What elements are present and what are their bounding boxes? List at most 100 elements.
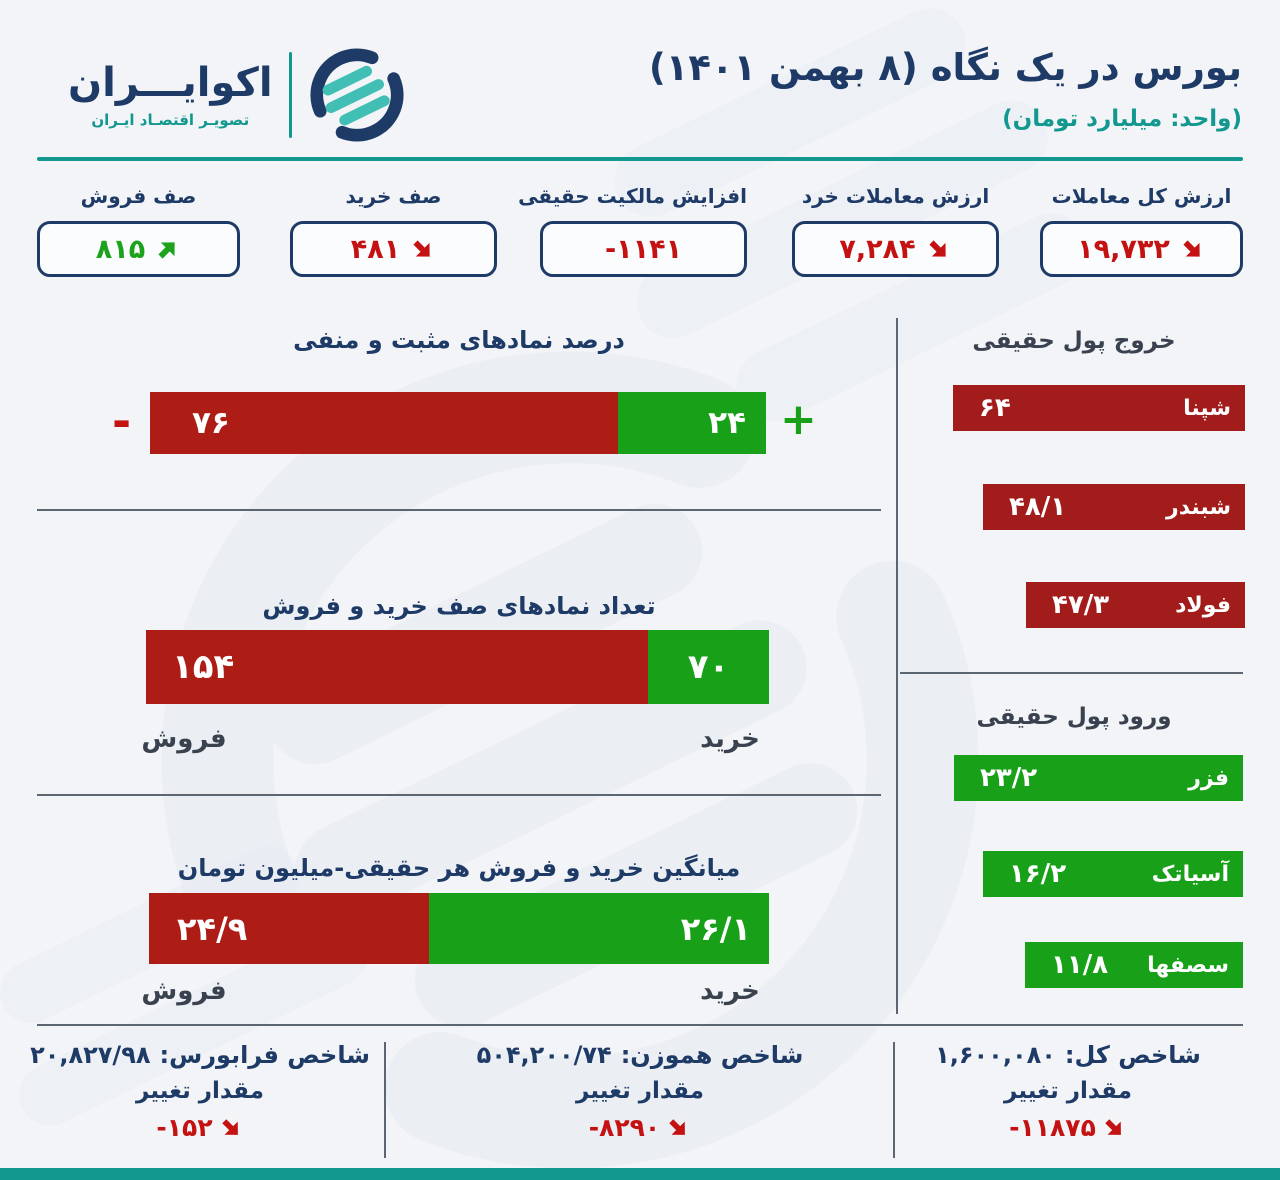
change-value-row: -۸۲۹۰ — [589, 1113, 691, 1142]
sell-queue-bar-segment: ۱۵۴ — [146, 630, 649, 704]
stat-card-real-ownership-increase: افزایش مالکیت حقیقی -۱۱۴۱ — [518, 184, 747, 277]
avg-buy-bar-segment: ۲۶/۱ — [429, 893, 769, 964]
queue-counts-bar: ۱۵۴ ۷۰ — [146, 630, 769, 704]
inflow-bar-asiatek: آسیاتک ۱۶/۲ — [983, 851, 1243, 897]
index-value: ۵۰۴,۲۰۰/۷۴ — [476, 1041, 612, 1069]
avg-sell-bar-segment: ۲۴/۹ — [149, 893, 430, 964]
stat-value: -۱۱۴۱ — [604, 233, 683, 265]
footer-bar — [0, 1168, 1280, 1180]
stat-value: ۱۹,۷۳۲ — [1077, 233, 1170, 265]
sell-queue-count: ۱۵۴ — [172, 647, 235, 687]
ticker-name: فزر — [1188, 765, 1229, 791]
stat-label: صف فروش — [80, 184, 197, 208]
stat-label: افزایش مالکیت حقیقی — [518, 184, 747, 208]
percent-symbols-bar: ۷۶ ۲۴ — [150, 392, 766, 454]
footer-divider — [37, 1024, 1243, 1026]
change-label: مقدار تغییر — [136, 1078, 264, 1104]
outflow-bar-foolad: فولاد ۴۷/۳ — [1026, 582, 1245, 628]
sell-axis-label: فروش — [141, 724, 227, 754]
ticker-name: شبندر — [1166, 494, 1231, 520]
index-divider-right — [893, 1042, 895, 1158]
buy-queue-bar-segment: ۷۰ — [648, 630, 769, 704]
avg-sell-value: ۲۴/۹ — [177, 909, 248, 948]
ticker-value: ۶۴ — [979, 393, 1011, 423]
buy-axis-label: خرید — [700, 976, 760, 1006]
trend-down-icon — [1183, 239, 1200, 257]
inflow-title: ورود پول حقیقی — [976, 704, 1172, 730]
stat-value: ۷,۲۸۴ — [839, 233, 916, 265]
negative-share-value: ۷۶ — [192, 405, 230, 441]
buy-queue-count: ۷۰ — [687, 647, 730, 687]
plus-sign: + — [780, 394, 817, 445]
ticker-name: شپنا — [1183, 395, 1231, 421]
header-rule — [37, 157, 1243, 161]
change-value-row: -۱۱۸۷۵ — [1009, 1113, 1127, 1142]
chart-title-queue-counts: تعداد نمادهای صف خرید و فروش — [262, 592, 656, 620]
ticker-value: ۴۷/۳ — [1052, 590, 1110, 620]
index-title: شاخص کل: ۱,۶۰۰,۰۸۰ — [935, 1041, 1201, 1069]
stat-label: ارزش کل معاملات — [1051, 184, 1232, 208]
ticker-name: آسیاتک — [1151, 861, 1229, 887]
column-divider — [896, 318, 898, 1014]
stat-value-box: ۸۱۵ — [37, 221, 240, 277]
chart-title-average-per-person: میانگین خرید و فروش هر حقیقی-میلیون توما… — [177, 854, 741, 882]
stat-card-buy-queue: صف خرید ۴۸۱ — [290, 184, 497, 277]
brand-name: اکوایـــران — [68, 59, 273, 106]
change-value: -۱۱۸۷۵ — [1009, 1113, 1096, 1142]
brand-text: اکوایـــران تصویـر اقتصـاد ایـران — [68, 62, 273, 129]
sell-axis-label: فروش — [141, 976, 227, 1006]
stat-value: ۴۸۱ — [350, 233, 401, 265]
ticker-name: فولاد — [1175, 592, 1231, 618]
trend-up-icon — [158, 241, 175, 259]
change-label: مقدار تغییر — [576, 1078, 704, 1104]
index-label: شاخص هموزن: — [620, 1041, 804, 1069]
flow-divider — [900, 672, 1243, 674]
index-block-equal-weight: شاخص هموزن: ۵۰۴,۲۰۰/۷۴ مقدار تغییر -۸۲۹۰ — [400, 1041, 880, 1142]
outflow-bar-shabandar: شبندر ۴۸/۱ — [983, 484, 1245, 530]
positive-share-value: ۲۴ — [708, 405, 746, 441]
trend-down-icon — [929, 239, 946, 257]
stat-card-total-trades-value: ارزش کل معاملات ۱۹,۷۳۲ — [1040, 184, 1243, 277]
inflow-bar-sesfaha: سصفها ۱۱/۸ — [1025, 942, 1243, 988]
ecoiran-logo-icon — [308, 46, 406, 144]
positive-share-bar-segment: ۲۴ — [618, 392, 766, 454]
section-divider-1 — [37, 509, 881, 511]
section-divider-2 — [37, 794, 881, 796]
minus-sign: - — [112, 394, 132, 448]
brand-divider — [288, 52, 292, 138]
ticker-value: ۱۱/۸ — [1051, 950, 1109, 980]
chart-title-percent-symbols: درصد نمادهای مثبت و منفی — [293, 326, 625, 354]
stat-card-sell-queue: صف فروش ۸۱۵ — [37, 184, 240, 277]
outflow-title: خروج پول حقیقی — [972, 328, 1176, 354]
stat-label: ارزش معاملات خرد — [801, 184, 990, 208]
ticker-value: ۲۳/۲ — [980, 763, 1038, 793]
brand-logo: اکوایـــران تصویـر اقتصـاد ایـران — [68, 46, 406, 144]
trend-down-icon — [413, 239, 430, 257]
brand-tagline: تصویـر اقتصـاد ایـران — [91, 110, 250, 129]
index-block-otc: شاخص فرابورس: ۲۰,۸۲۷/۹۸ مقدار تغییر -۱۵۲ — [30, 1041, 370, 1142]
index-value: ۲۰,۸۲۷/۹۸ — [30, 1041, 151, 1069]
stat-value-box: ۴۸۱ — [290, 221, 497, 277]
trend-down-icon — [221, 1118, 238, 1135]
index-title: شاخص فرابورس: ۲۰,۸۲۷/۹۸ — [30, 1041, 370, 1069]
ticker-value: ۱۶/۲ — [1009, 859, 1067, 889]
ticker-name: سصفها — [1147, 952, 1229, 978]
index-divider-left — [384, 1042, 386, 1158]
stat-value: ۸۱۵ — [95, 233, 146, 265]
index-title: شاخص هموزن: ۵۰۴,۲۰۰/۷۴ — [477, 1041, 804, 1069]
change-value: -۱۵۲ — [156, 1113, 213, 1142]
stat-value-box: ۷,۲۸۴ — [792, 221, 999, 277]
buy-axis-label: خرید — [700, 724, 760, 754]
avg-buy-value: ۲۶/۱ — [680, 909, 751, 948]
stat-value-box: -۱۱۴۱ — [540, 221, 747, 277]
trend-down-icon — [1105, 1118, 1121, 1135]
unit-subtitle: (واحد: میلیارد تومان) — [1002, 106, 1242, 132]
index-value: ۱,۶۰۰,۰۸۰ — [935, 1041, 1056, 1069]
change-value: -۸۲۹۰ — [588, 1113, 661, 1142]
index-block-total: شاخص کل: ۱,۶۰۰,۰۸۰ مقدار تغییر -۱۱۸۷۵ — [898, 1041, 1238, 1142]
trend-down-icon — [669, 1118, 686, 1135]
outflow-bar-shepna: شپنا ۶۴ — [953, 385, 1245, 431]
inflow-bar-fazar: فزر ۲۳/۲ — [954, 755, 1243, 801]
average-per-person-bar: ۲۴/۹ ۲۶/۱ — [149, 893, 769, 964]
